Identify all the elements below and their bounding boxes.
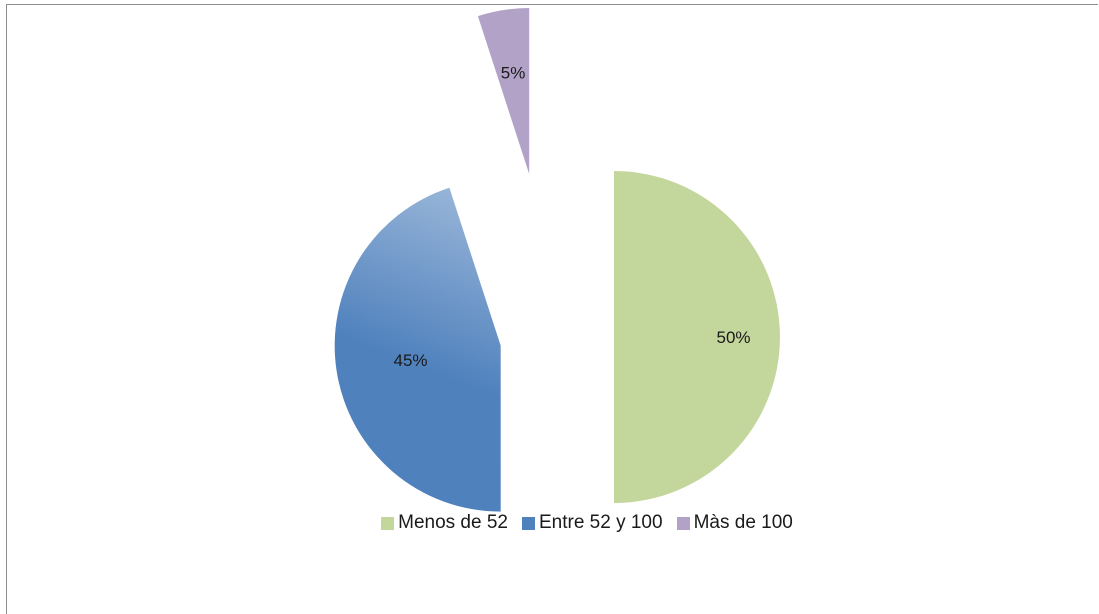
slice-data-label: 5% — [501, 63, 526, 82]
legend-item: Menos de 52 — [381, 512, 508, 534]
chart-frame — [6, 4, 1098, 614]
legend-label: Menos de 52 — [398, 512, 508, 533]
pie-slice-1 — [614, 171, 780, 503]
legend-item: Entre 52 y 100 — [521, 512, 663, 534]
legend-item: Màs de 100 — [676, 512, 793, 534]
legend-label: Entre 52 y 100 — [538, 512, 663, 533]
chart-legend: Menos de 52 Entre 52 y 100 Màs de 100 — [0, 512, 1099, 534]
legend-swatch — [676, 516, 690, 530]
legend-swatch — [381, 516, 395, 530]
slice-data-label: 45% — [393, 351, 427, 370]
pie-slice-3 — [477, 8, 530, 175]
pie-slice-2 — [334, 187, 501, 512]
legend-swatch — [521, 516, 535, 530]
legend-label: Màs de 100 — [693, 512, 793, 533]
slice-data-label: 50% — [717, 328, 751, 347]
